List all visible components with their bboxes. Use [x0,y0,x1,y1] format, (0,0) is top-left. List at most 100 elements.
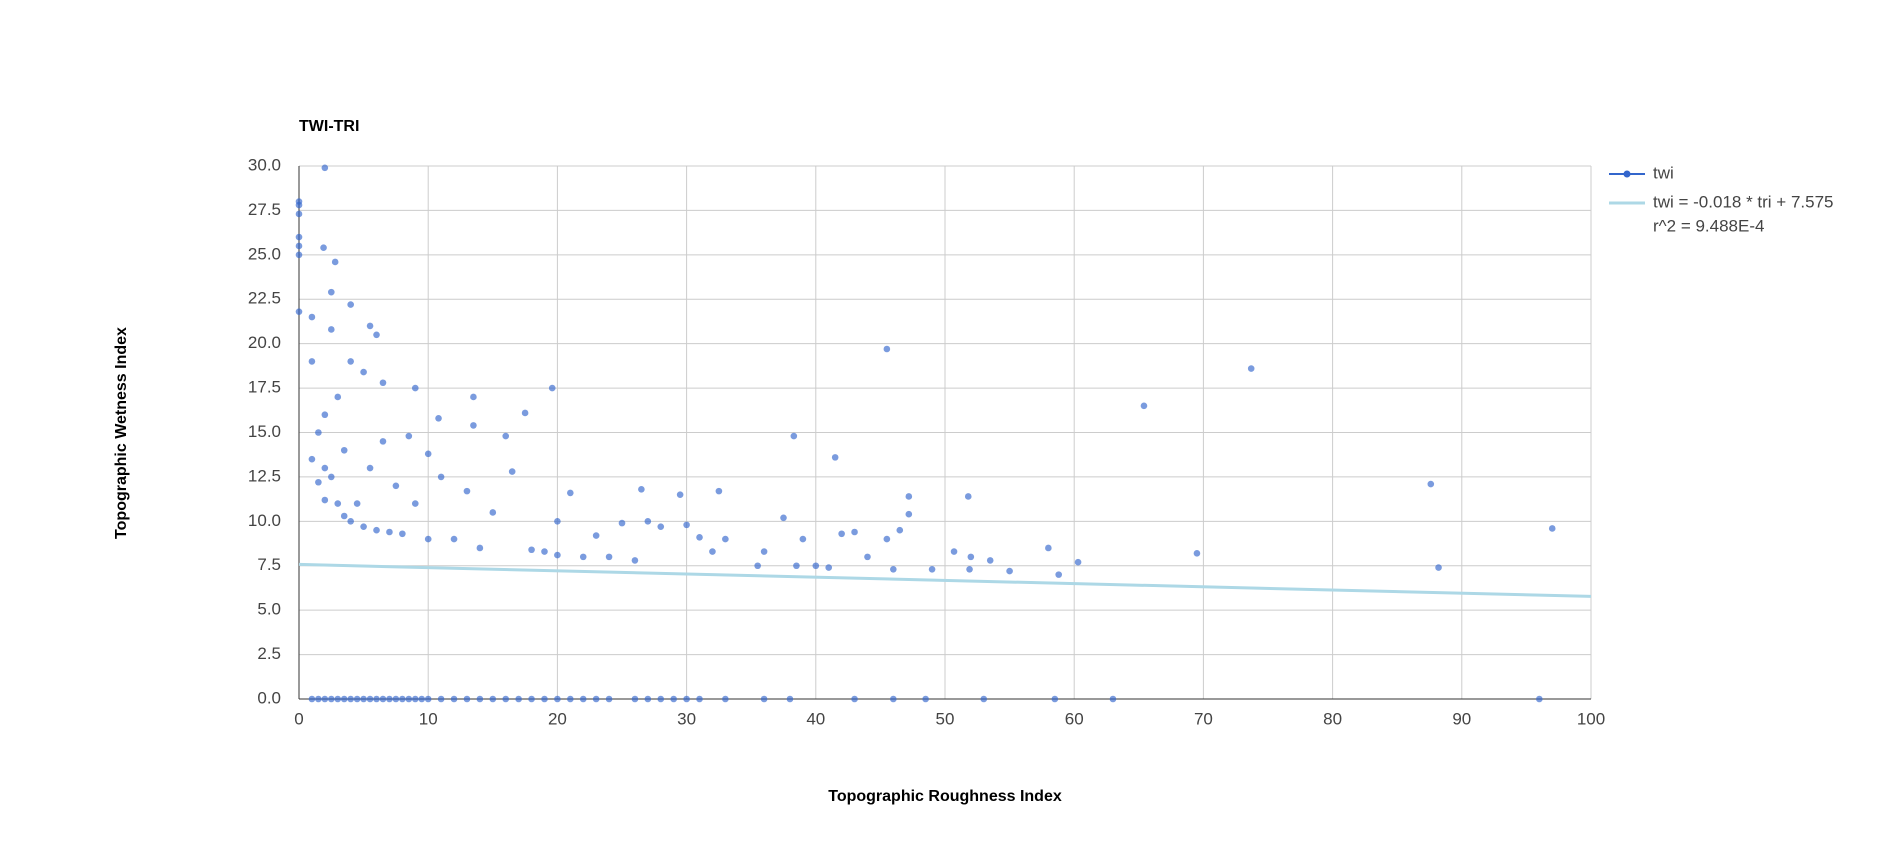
point [950,548,958,555]
point [470,393,477,401]
trend-line [298,562,1592,598]
point [360,368,367,376]
point [308,695,316,703]
point [567,489,574,497]
point [328,326,335,333]
point [760,695,768,703]
point [321,411,329,419]
point [905,493,913,500]
point [1045,544,1052,552]
point [812,562,820,570]
point [528,546,535,554]
point [670,695,677,703]
y-tick-label: 22.5 [248,289,281,308]
legend-dot [1623,170,1631,178]
x-tick-label: 40 [806,709,825,728]
point [489,695,497,703]
point [1074,558,1082,566]
point [334,500,342,507]
point [541,695,548,703]
legend-label: twi = -0.018 * tri + 7.575 [1653,192,1834,211]
point [554,551,561,559]
point [825,564,833,571]
legend-label: r^2 = 9.488E-4 [1653,216,1764,235]
point [1006,567,1013,575]
point [528,695,535,703]
point [579,553,587,561]
point [986,557,994,564]
point [696,695,703,703]
point [638,486,645,493]
point [1140,402,1148,410]
point [592,532,600,539]
point [386,695,393,703]
point [315,429,322,436]
point [321,464,329,472]
point [548,384,556,392]
point [405,695,413,703]
point [295,201,303,209]
point [851,695,858,703]
point [676,491,684,498]
point [470,422,477,429]
point [838,530,845,538]
point [399,695,406,703]
point [657,695,665,703]
point [353,500,361,507]
point [321,496,329,504]
x-tick-label: 90 [1452,709,1471,728]
point [386,528,393,536]
point [790,432,798,440]
point [631,695,639,703]
point [435,414,442,422]
y-tick-label: 12.5 [248,466,281,485]
y-tick-label: 2.5 [257,644,281,663]
point [760,548,768,555]
x-tick-label: 0 [294,709,303,728]
point [437,473,445,481]
point [340,446,348,454]
point [328,473,335,481]
y-tick-label: 5.0 [257,600,281,619]
point [373,526,380,534]
point [321,164,329,172]
point [541,548,548,555]
point [1055,571,1062,578]
point [328,695,335,703]
point [793,562,800,570]
point [502,695,510,703]
point [366,322,374,330]
point [618,519,626,527]
point [392,482,400,490]
point [883,345,891,353]
point [890,566,897,573]
x-axis-label: Topographic Roughness Index [828,788,1062,805]
point [328,288,335,296]
point [315,478,322,486]
point [508,468,516,475]
x-tick-label: 70 [1194,709,1213,728]
point [644,695,652,703]
point [366,695,374,703]
point [657,523,665,530]
y-tick-label: 0.0 [257,688,281,707]
point [515,695,522,703]
point [418,695,426,703]
point [340,695,348,703]
point [315,695,322,703]
point [360,695,367,703]
point [411,695,419,703]
x-tick-label: 100 [1577,709,1605,728]
legend-label: twi [1653,163,1674,182]
point [780,514,787,522]
point [631,557,639,564]
point [980,695,988,703]
point [883,535,891,543]
point [392,695,400,703]
point [567,695,574,703]
point [347,518,354,525]
point [964,493,972,500]
point [295,251,303,259]
point [554,695,561,703]
point [347,695,354,703]
